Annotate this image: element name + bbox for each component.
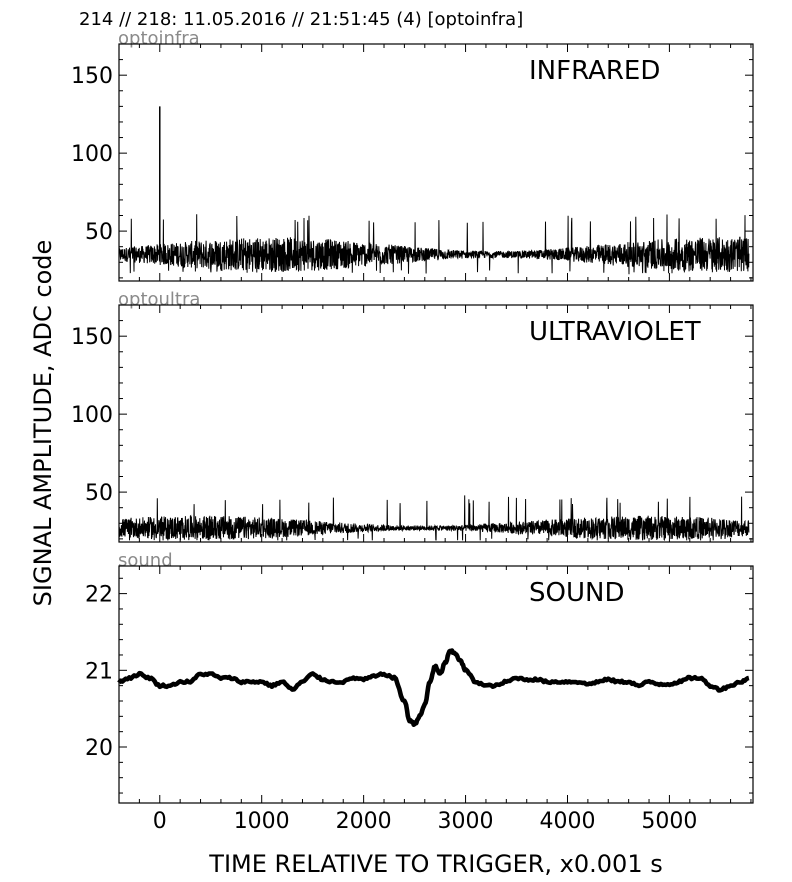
y-tick-label: 150 bbox=[71, 64, 113, 89]
panel-name-optoinfra: optoinfra bbox=[118, 28, 200, 49]
y-tick-label: 20 bbox=[85, 736, 113, 761]
y-tick-label: 150 bbox=[71, 325, 113, 350]
sound-series-layer bbox=[117, 648, 750, 728]
ultraviolet-signal-line bbox=[118, 495, 750, 541]
x-tick-label: 5000 bbox=[641, 809, 697, 834]
x-tick-label: 4000 bbox=[539, 809, 595, 834]
x-tick-label: 1000 bbox=[234, 809, 290, 834]
figure-title: 214 // 218: 11.05.2016 // 21:51:45 (4) [… bbox=[79, 9, 523, 30]
sound-panel: sound 20 21 22 0 1000 2000 3000 4000 5000 SOUND bbox=[85, 550, 754, 834]
infrared-series-layer bbox=[118, 106, 750, 275]
y-tick-label: 22 bbox=[85, 583, 113, 608]
y-tick-label: 50 bbox=[85, 481, 113, 506]
infrared-ticks: 50 100 150 bbox=[71, 43, 753, 281]
x-axis-label: TIME RELATIVE TO TRIGGER, x0.001 s bbox=[208, 850, 662, 878]
sound-ticks: 20 21 22 bbox=[85, 566, 753, 803]
ultraviolet-ticks: 50 100 150 bbox=[71, 304, 753, 542]
y-tick-label: 50 bbox=[85, 220, 113, 245]
infrared-panel: optoinfra 50 100 150 INFRARED bbox=[71, 28, 754, 282]
infrared-annotation: INFRARED bbox=[529, 56, 660, 86]
y-tick-label: 100 bbox=[71, 142, 113, 167]
infrared-plot-frame bbox=[118, 43, 754, 282]
ultraviolet-plot-frame bbox=[118, 304, 754, 543]
ultraviolet-annotation: ULTRAVIOLET bbox=[529, 317, 701, 347]
infrared-signal-line bbox=[118, 214, 750, 275]
y-tick-label: 100 bbox=[71, 403, 113, 428]
x-tick-label: 3000 bbox=[438, 809, 494, 834]
x-tick-labels: 0 1000 2000 3000 4000 5000 bbox=[153, 809, 698, 834]
x-tick-label: 0 bbox=[153, 809, 167, 834]
panel-name-sound: sound bbox=[118, 550, 173, 571]
ultraviolet-panel: optoultra 50 100 150 ULTRAVIOLET bbox=[71, 289, 754, 543]
sound-annotation: SOUND bbox=[529, 578, 624, 608]
y-axis-label: SIGNAL AMPLITUDE, ADC code bbox=[29, 240, 57, 607]
ultraviolet-series-layer bbox=[118, 495, 750, 541]
sound-plot-frame bbox=[118, 565, 754, 804]
x-tick-label: 2000 bbox=[336, 809, 392, 834]
panel-name-optoultra: optoultra bbox=[118, 289, 200, 310]
sound-signal-line bbox=[117, 648, 750, 728]
y-tick-label: 21 bbox=[85, 659, 113, 684]
